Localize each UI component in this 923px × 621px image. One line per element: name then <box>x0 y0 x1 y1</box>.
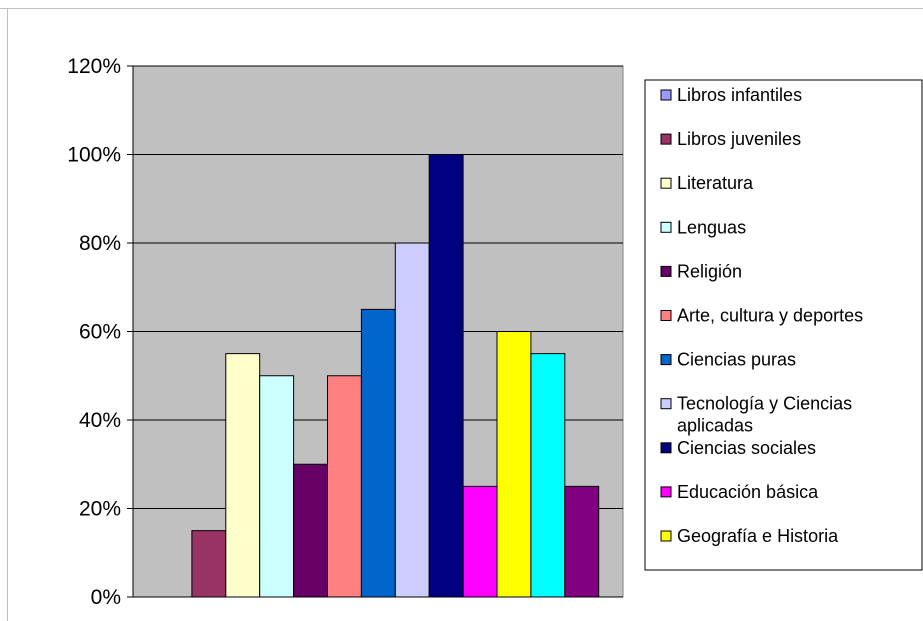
bar <box>294 464 328 597</box>
bar <box>260 376 294 597</box>
legend-swatch <box>661 443 671 453</box>
y-tick-label: 60% <box>79 321 121 344</box>
legend-entry-label: Educación básica <box>677 482 819 502</box>
legend-swatch <box>661 222 671 232</box>
bar <box>361 309 395 597</box>
legend-entry-label: Libros juveniles <box>677 129 801 149</box>
y-tick-label: 100% <box>67 144 121 167</box>
bar <box>395 243 429 597</box>
bar <box>565 486 599 597</box>
legend-swatch <box>661 266 671 276</box>
y-tick-label: 120% <box>67 55 121 78</box>
bar <box>531 354 565 597</box>
legend-entry-label: Lenguas <box>677 217 746 237</box>
bar <box>429 155 463 598</box>
legend-entry-label: Geografía e Historia <box>677 526 839 546</box>
bar <box>497 332 531 598</box>
legend-swatch <box>661 399 671 409</box>
y-tick-label: 40% <box>79 409 121 432</box>
legend-swatch <box>661 487 671 497</box>
legend-swatch <box>661 531 671 541</box>
legend-entry-label: Arte, cultura y deportes <box>677 306 863 326</box>
bar <box>328 376 362 597</box>
legend-swatch <box>661 90 671 100</box>
y-tick-label: 20% <box>79 498 121 521</box>
y-tick-label: 0% <box>91 586 121 609</box>
legend-swatch <box>661 134 671 144</box>
bar <box>226 354 260 597</box>
legend-entry-label: aplicadas <box>677 416 753 436</box>
legend-swatch <box>661 311 671 321</box>
legend-swatch <box>661 355 671 365</box>
y-tick-label: 80% <box>79 232 121 255</box>
bar <box>192 531 226 597</box>
legend-swatch <box>661 178 671 188</box>
legend-entry-label: Tecnología y Ciencias <box>677 394 852 414</box>
bar <box>463 486 497 597</box>
legend-entry-label: Ciencias sociales <box>677 438 816 458</box>
legend-entry-label: Ciencias puras <box>677 350 796 370</box>
legend-entry-label: Literatura <box>677 173 754 193</box>
legend-entry-label: Religión <box>677 261 742 281</box>
legend-entry-label: Libros infantiles <box>677 85 802 105</box>
